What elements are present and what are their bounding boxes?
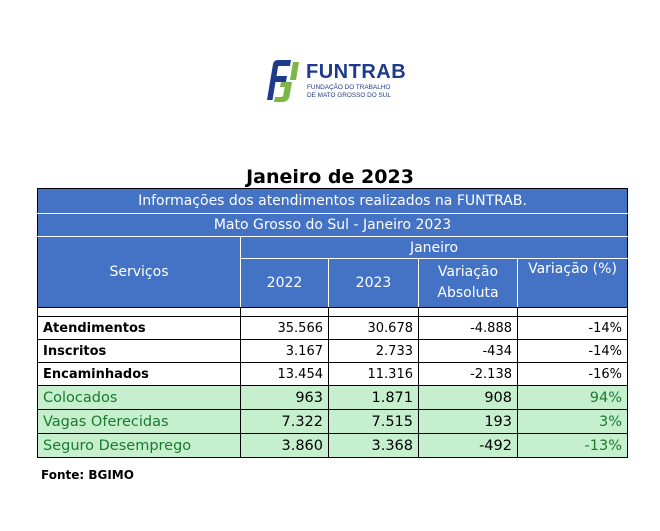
cell-2022: 3.860 bbox=[240, 433, 329, 458]
logo-wordmark: FUNTRAB bbox=[306, 61, 407, 83]
cell-variacao-absoluta: -4.888 bbox=[418, 316, 518, 340]
cell-2023: 7.515 bbox=[328, 409, 419, 434]
cell-2023: 11.316 bbox=[328, 362, 419, 386]
cell-2023: 1.871 bbox=[328, 385, 419, 410]
source-note: Fonte: BGIMO bbox=[41, 468, 134, 482]
cell-2022: 963 bbox=[240, 385, 329, 410]
row-label: Seguro Desemprego bbox=[37, 433, 241, 458]
row-label: Inscritos bbox=[37, 339, 241, 363]
spacer-cell bbox=[418, 307, 518, 317]
table-row: Seguro Desemprego 3.860 3.368 -492 -13% bbox=[37, 433, 629, 458]
cell-variacao-absoluta: 193 bbox=[418, 409, 518, 434]
column-header-variacao-pct: Variação (%) bbox=[516, 258, 629, 308]
cell-variacao-pct: -13% bbox=[516, 433, 629, 458]
spacer-cell bbox=[37, 307, 241, 317]
cell-2022: 3.167 bbox=[240, 339, 329, 363]
table-row: Atendimentos 35.566 30.678 -4.888 -14% bbox=[37, 316, 629, 340]
funtrab-logo-mark-icon bbox=[267, 60, 299, 102]
row-label: Encaminhados bbox=[37, 362, 241, 386]
spacer-cell bbox=[328, 307, 419, 317]
cell-2023: 3.368 bbox=[328, 433, 419, 458]
row-label: Atendimentos bbox=[37, 316, 241, 340]
cell-2023: 2.733 bbox=[328, 339, 419, 363]
column-header-month: Janeiro bbox=[239, 236, 629, 259]
row-label: Colocados bbox=[37, 385, 241, 410]
table-sub-header: Mato Grosso do Sul - Janeiro 2023 bbox=[36, 213, 629, 237]
funtrab-logo: FUNTRAB FUNDAÇÃO DO TRABALHO DE MATO GRO… bbox=[259, 58, 429, 108]
column-header-2023: 2023 bbox=[328, 258, 419, 308]
variacao-absoluta-line1: Variação bbox=[437, 264, 499, 280]
table-row: Inscritos 3.167 2.733 -434 -14% bbox=[37, 339, 629, 363]
table-row: Vagas Oferecidas 7.322 7.515 193 3% bbox=[37, 409, 629, 434]
spacer-cell bbox=[240, 307, 329, 317]
row-label: Vagas Oferecidas bbox=[37, 409, 241, 434]
cell-variacao-pct: -14% bbox=[516, 339, 629, 363]
cell-variacao-pct: -14% bbox=[516, 316, 629, 340]
cell-2022: 35.566 bbox=[240, 316, 329, 340]
column-header-2022: 2022 bbox=[240, 258, 329, 308]
spacer-cell bbox=[516, 307, 629, 317]
logo-subtitle-line2: DE MATO GROSSO DO SUL bbox=[307, 91, 391, 99]
cell-2022: 13.454 bbox=[240, 362, 329, 386]
cell-variacao-pct: 3% bbox=[516, 409, 629, 434]
cell-2022: 7.322 bbox=[240, 409, 329, 434]
logo-subtitle: FUNDAÇÃO DO TRABALHO DE MATO GROSSO DO S… bbox=[307, 84, 391, 99]
logo-subtitle-line1: FUNDAÇÃO DO TRABALHO bbox=[307, 84, 391, 91]
cell-variacao-absoluta: -2.138 bbox=[418, 362, 518, 386]
table-info-header: Informações dos atendimentos realizados … bbox=[36, 188, 629, 214]
cell-variacao-pct: 94% bbox=[516, 385, 629, 410]
cell-variacao-absoluta: 908 bbox=[418, 385, 518, 410]
table-row: Encaminhados 13.454 11.316 -2.138 -16% bbox=[37, 362, 629, 386]
column-header-servicos: Serviços bbox=[37, 236, 241, 308]
cell-variacao-pct: -16% bbox=[516, 362, 629, 386]
services-table: Informações dos atendimentos realizados … bbox=[36, 188, 629, 458]
table-row: Colocados 963 1.871 908 94% bbox=[37, 385, 629, 410]
cell-variacao-absoluta: -492 bbox=[418, 433, 518, 458]
cell-2023: 30.678 bbox=[328, 316, 419, 340]
page-title: Janeiro de 2023 bbox=[246, 166, 414, 188]
variacao-absoluta-line2: Absoluta bbox=[437, 285, 499, 301]
cell-variacao-absoluta: -434 bbox=[418, 339, 518, 363]
column-header-variacao-absoluta: Variação Absoluta bbox=[418, 258, 518, 308]
